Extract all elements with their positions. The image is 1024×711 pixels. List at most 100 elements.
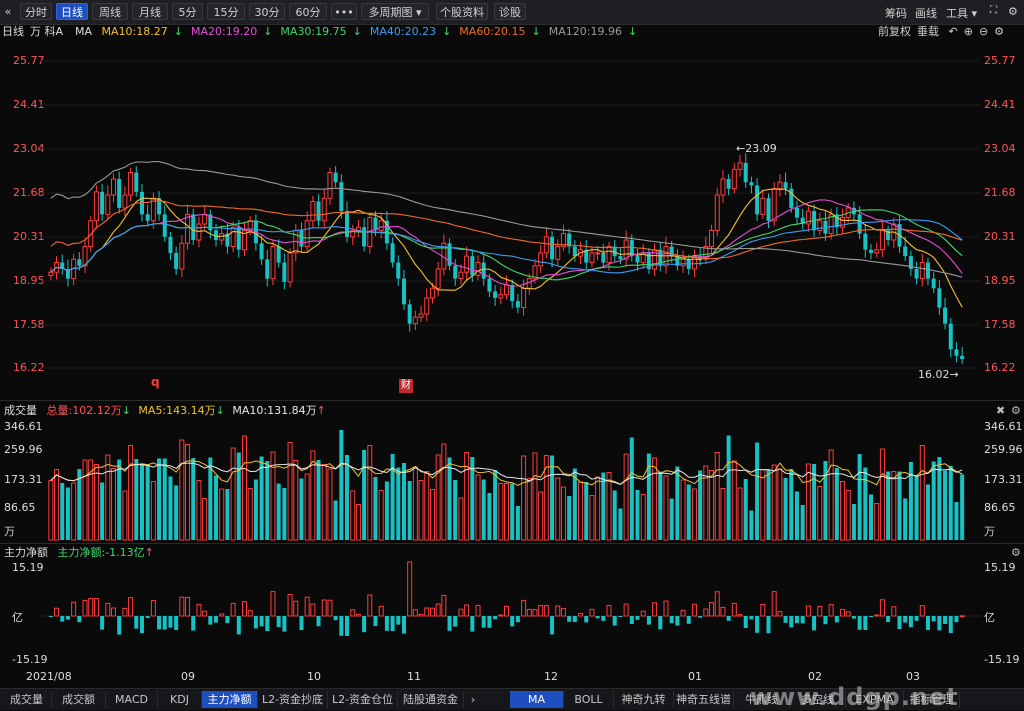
flow-bar	[333, 616, 338, 621]
volume-bar	[886, 471, 891, 540]
chevron-right-icon[interactable]: ›	[470, 693, 476, 706]
period-tab[interactable]: 诊股	[494, 3, 526, 20]
tools-button[interactable]: 工具 ▾	[946, 7, 978, 20]
flow-bar	[150, 600, 156, 617]
volume-bar	[834, 468, 839, 540]
price-tick-label: 21.68	[13, 186, 45, 199]
candle	[589, 247, 595, 268]
candlestick-chart[interactable]	[0, 40, 1024, 400]
chip-button[interactable]: 筹码	[885, 7, 907, 20]
event-marker[interactable]: q	[151, 375, 160, 389]
indicator-panel-tab[interactable]: 主力净额	[202, 691, 258, 708]
volume-bar	[658, 471, 663, 540]
draw-line-button[interactable]: 画线	[915, 7, 937, 20]
candle	[925, 257, 930, 286]
volume-bar	[771, 464, 777, 541]
volume-bar	[863, 467, 868, 540]
overlay-indicator-tab[interactable]: EXPMA	[846, 691, 904, 708]
flow-bar	[601, 616, 606, 621]
volume-bar	[82, 459, 88, 541]
candle	[282, 253, 287, 290]
flow-bar	[526, 608, 532, 617]
period-tab[interactable]: 60分	[289, 3, 327, 20]
flow-bar	[367, 594, 373, 617]
period-tab[interactable]: 多周期图 ▾	[361, 3, 429, 20]
period-tab[interactable]: 日线	[56, 3, 88, 20]
price-tick-label: 16.22	[984, 361, 1016, 374]
flow-bar	[646, 616, 651, 625]
overlay-button[interactable]: 垂载	[917, 25, 939, 38]
price-tick-label: 20.31	[984, 230, 1016, 243]
overlay-indicator-tab[interactable]: 神奇九转	[614, 691, 674, 708]
period-tab[interactable]: •••	[331, 3, 357, 20]
flow-bar	[726, 616, 731, 621]
candle	[555, 239, 561, 266]
flow-bar	[931, 616, 936, 622]
indicator-panel-tab[interactable]: KDJ	[158, 691, 202, 708]
indicator-panel-tab[interactable]: 陆股通资金	[398, 691, 464, 708]
indicator-panel-tab[interactable]: L2-资金仓位	[328, 691, 398, 708]
settings-icon[interactable]: ⚙	[1008, 5, 1018, 18]
financial-report-marker[interactable]: 财	[399, 379, 413, 393]
ma-legend-item: MA60:20.15	[459, 25, 526, 38]
period-tab[interactable]: 个股资料	[436, 3, 488, 20]
flow-bar	[851, 616, 856, 619]
undo-icon[interactable]: ↶	[948, 25, 958, 38]
flow-bar	[418, 613, 424, 617]
volume-bar	[71, 482, 77, 541]
volume-bar	[191, 458, 196, 540]
pre-adjust-button[interactable]: 前复权	[878, 25, 911, 38]
zoom-out-icon[interactable]: ⊖	[978, 25, 989, 38]
overlay-indicator-tab[interactable]: BOLL	[564, 691, 614, 708]
zoom-in-icon[interactable]: ⊕	[963, 25, 973, 38]
candle	[510, 279, 515, 309]
volume-bar	[612, 490, 617, 540]
flow-bar	[612, 616, 617, 626]
settings-icon[interactable]: ⚙	[994, 25, 1005, 38]
overlay-indicator-tab[interactable]: 牛熊线	[734, 691, 790, 708]
indicator-panel-tab[interactable]: L2-资金抄底	[258, 691, 328, 708]
fullscreen-icon[interactable]: ⛶	[990, 5, 997, 16]
flow-bar	[515, 616, 520, 623]
candle	[914, 261, 919, 285]
volume-bar	[378, 490, 384, 541]
net-flow-chart[interactable]	[0, 560, 1024, 668]
flow-bar	[755, 616, 760, 633]
indicator-panel-tab[interactable]: MACD	[106, 691, 158, 708]
settings-icon[interactable]: ⚙	[1011, 546, 1021, 559]
volume-bar	[435, 454, 441, 541]
volume-bar	[510, 483, 515, 540]
volume-bar	[396, 467, 401, 540]
flow-bar	[236, 616, 241, 635]
flow-bar	[959, 615, 965, 618]
period-tab[interactable]: 30分	[249, 3, 285, 20]
back-icon[interactable]: «	[4, 5, 12, 18]
candle	[960, 346, 965, 364]
period-tab[interactable]: 5分	[172, 3, 203, 20]
flow-bar	[691, 603, 697, 617]
close-icon[interactable]: ✖	[996, 404, 1006, 417]
flow-bar	[134, 616, 139, 629]
indicator-panel-tab[interactable]: 成交量	[2, 691, 52, 708]
period-tab[interactable]: 周线	[92, 3, 128, 20]
candle	[435, 261, 441, 297]
volume-bar	[475, 474, 481, 541]
candle	[128, 167, 134, 202]
volume-chart[interactable]	[0, 420, 1024, 542]
settings-icon[interactable]: ⚙	[1011, 404, 1021, 417]
indicator-panel-tab[interactable]: 成交额	[52, 691, 106, 708]
period-tab[interactable]: 15分	[207, 3, 245, 20]
overlay-indicator-tab[interactable]: 多空线	[790, 691, 846, 708]
volume-bar	[504, 483, 509, 541]
flow-bar	[384, 616, 389, 631]
price-tick-label: 25.77	[13, 54, 45, 67]
candle	[453, 259, 458, 286]
overlay-indicator-tab[interactable]: MA	[510, 691, 564, 708]
candle	[458, 264, 464, 285]
period-tab[interactable]: 分时	[20, 3, 52, 20]
overlay-indicator-tab[interactable]: 神奇五线谱	[674, 691, 734, 708]
overlay-indicator-tab[interactable]: 指标管理	[904, 691, 960, 708]
volume-bar	[100, 482, 105, 540]
flow-bar	[77, 616, 82, 623]
period-tab[interactable]: 月线	[132, 3, 168, 20]
